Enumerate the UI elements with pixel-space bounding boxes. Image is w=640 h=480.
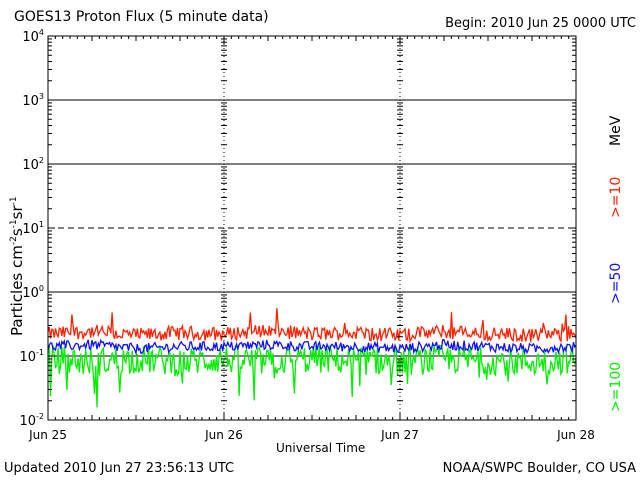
x-tick-label: Jun 25 <box>28 428 67 442</box>
begin-time: Begin: 2010 Jun 25 0000 UTC <box>445 16 636 31</box>
series-line-0 <box>47 308 577 344</box>
credit: NOAA/SWPC Boulder, CO USA <box>442 461 636 476</box>
y-tick-label: 10-2 <box>19 412 44 429</box>
y-tick-label: 103 <box>22 92 44 109</box>
series-line-1 <box>47 338 577 356</box>
x-tick-labels: Jun 25 Jun 26 Jun 27 Jun 28 <box>28 428 595 442</box>
x-tick-label: Jun 26 <box>204 428 243 442</box>
y-axis-label: Particles cm-2s-1sr-1 <box>8 196 26 336</box>
series-line-2 <box>47 344 577 408</box>
y-tick-label: 102 <box>22 156 44 173</box>
legend-unit: MeV <box>608 115 624 146</box>
x-axis-label: Universal Time <box>276 441 366 455</box>
x-tick-label: Jun 27 <box>380 428 419 442</box>
plot-frame <box>47 35 577 421</box>
x-tick-label: Jun 28 <box>556 428 595 442</box>
grid-lines <box>48 36 576 420</box>
y-tick-label: 101 <box>22 220 44 237</box>
legend-ge100: >=100 <box>608 361 624 412</box>
legend-ge10: >=10 <box>608 176 624 218</box>
y-tick-label: 100 <box>22 284 44 301</box>
y-tick-labels: 10-2 10-1 100 101 102 103 104 <box>19 28 44 429</box>
updated-time: Updated 2010 Jun 27 23:56:13 UTC <box>4 461 235 476</box>
y-tick-label: 10-1 <box>19 348 44 365</box>
legend-ge50: >=50 <box>608 262 624 304</box>
series-lines <box>47 308 577 408</box>
y-tick-label: 104 <box>22 28 44 45</box>
chart-title: GOES13 Proton Flux (5 minute data) <box>14 9 269 25</box>
